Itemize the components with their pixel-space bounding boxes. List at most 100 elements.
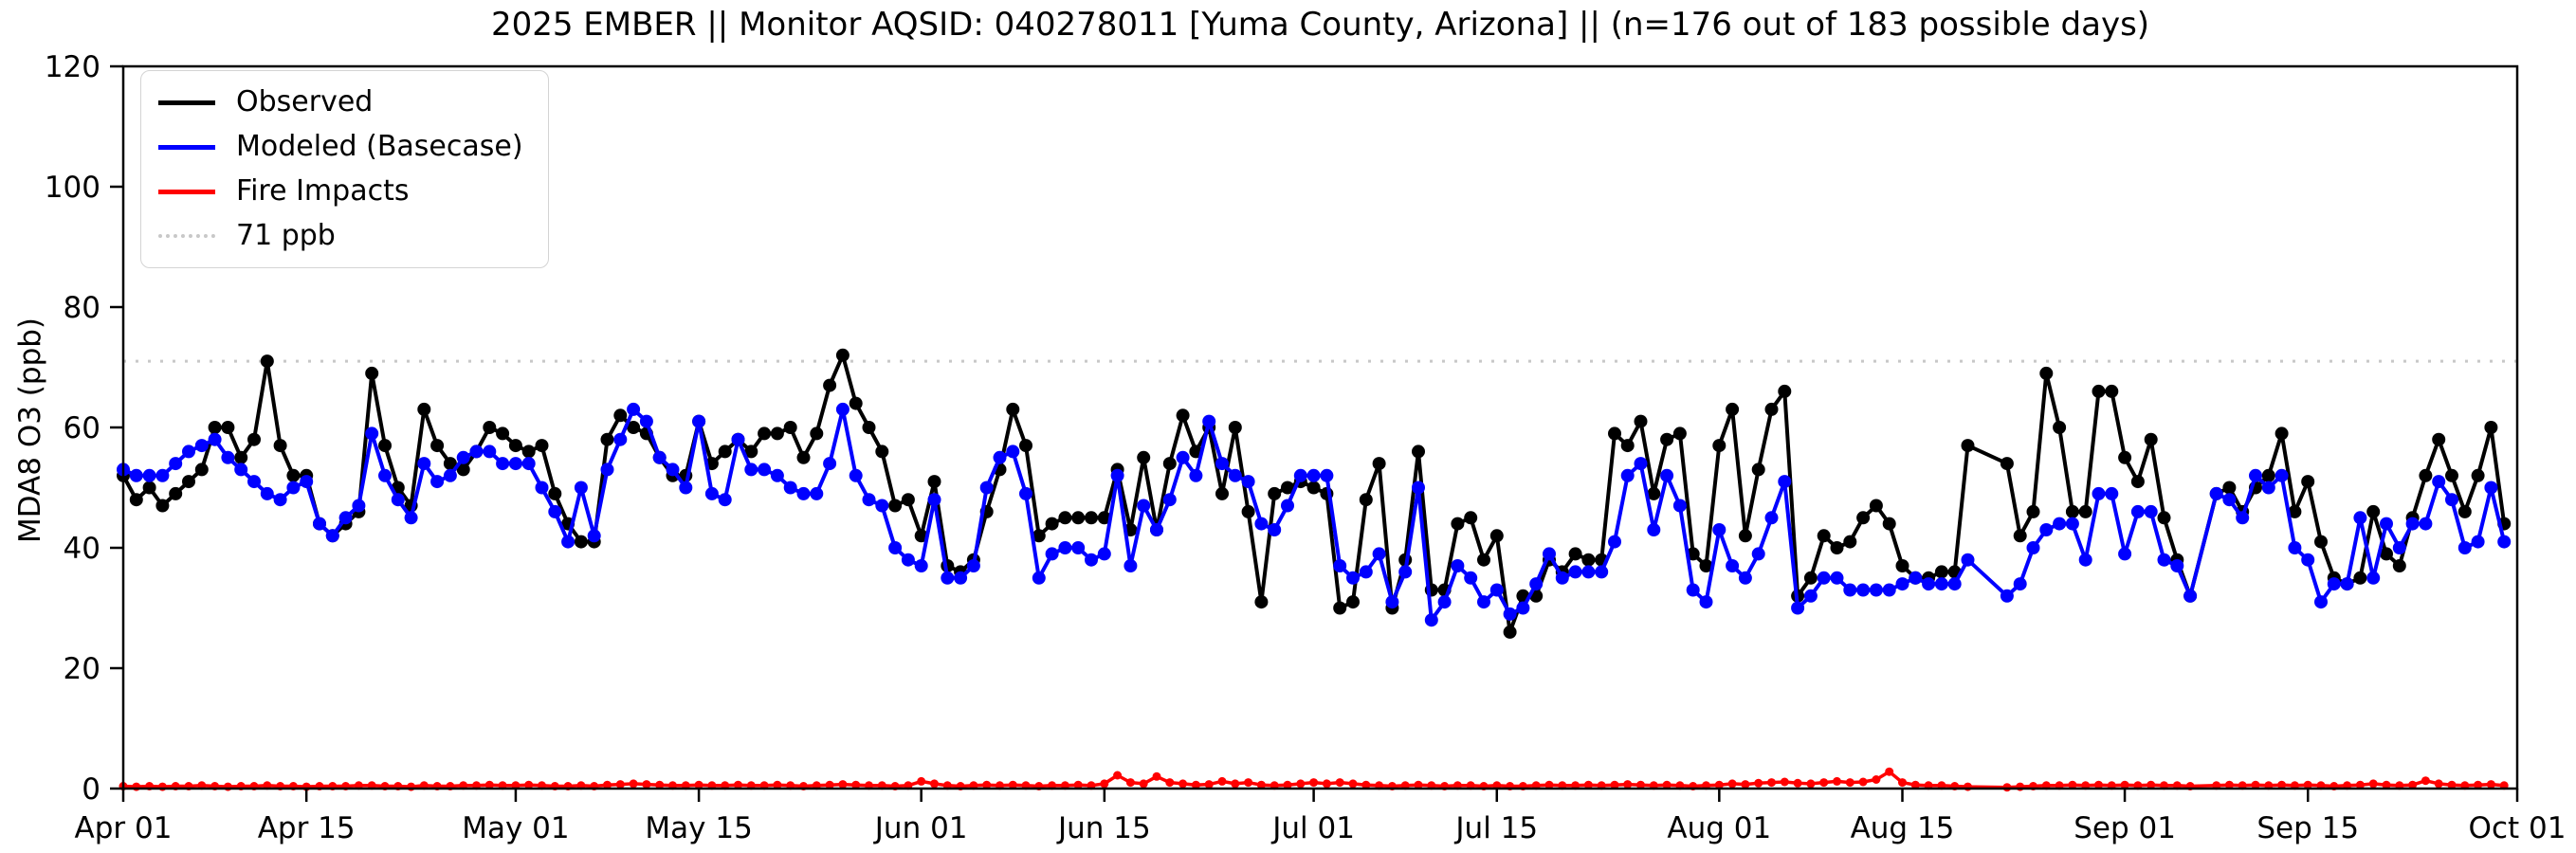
data-point-marker (1073, 780, 1083, 789)
data-point-marker (1385, 595, 1399, 609)
data-point-marker (692, 414, 706, 428)
data-point-marker (1819, 778, 1829, 788)
data-point-marker (835, 348, 850, 362)
data-point-marker (2484, 481, 2498, 495)
data-point-marker (2026, 504, 2040, 518)
data-point-marker (496, 426, 510, 441)
data-point-marker (1006, 445, 1020, 459)
data-point-marker (1581, 553, 1596, 567)
data-point-marker (378, 439, 392, 453)
data-point-marker (535, 481, 549, 495)
data-point-marker (404, 511, 418, 525)
data-point-marker (1165, 778, 1175, 788)
data-point-marker (1464, 571, 1478, 585)
data-point-marker (2092, 384, 2106, 398)
data-point-marker (1281, 499, 1294, 513)
data-point-marker (613, 432, 628, 446)
data-point-marker (639, 414, 653, 428)
data-point-marker (2421, 776, 2430, 786)
data-point-marker (1125, 778, 1135, 788)
y-tick-label: 80 (64, 291, 100, 325)
data-point-marker (221, 450, 235, 464)
data-point-marker (483, 421, 497, 434)
data-point-marker (1241, 475, 1255, 489)
data-point-marker (1961, 553, 1975, 567)
data-point-marker (1215, 457, 1229, 471)
x-tick-label: Sep 15 (2256, 811, 2359, 845)
data-point-marker (1934, 577, 1948, 591)
data-point-marker (679, 481, 693, 495)
data-point-marker (1806, 779, 1816, 789)
data-point-marker (1281, 481, 1294, 495)
data-point-marker (2392, 541, 2406, 554)
x-tick-label: Sep 01 (2074, 811, 2176, 845)
data-point-marker (917, 776, 926, 786)
data-point-marker (2130, 504, 2145, 518)
data-point-marker (1672, 499, 1687, 513)
data-point-marker (875, 445, 889, 459)
data-point-marker (2094, 780, 2103, 789)
x-tick-label: Aug 15 (1851, 811, 1955, 845)
data-point-marker (2130, 475, 2145, 489)
data-point-marker (338, 511, 353, 525)
data-point-marker (2275, 468, 2289, 482)
data-point-marker (1647, 486, 1661, 500)
x-tick-label: Apr 01 (75, 811, 173, 845)
data-point-marker (1268, 486, 1282, 500)
series-modeled-basecase- (117, 402, 2512, 627)
data-point-marker (694, 780, 703, 789)
data-point-marker (1296, 779, 1306, 789)
data-point-marker (524, 780, 534, 789)
data-point-marker (286, 468, 301, 482)
data-point-marker (2405, 517, 2420, 531)
data-point-marker (365, 366, 379, 380)
data-point-marker (1008, 780, 1017, 789)
data-point-marker (2288, 504, 2302, 518)
data-point-marker (1738, 571, 1752, 585)
data-point-marker (823, 378, 837, 392)
data-point-marker (1283, 780, 1292, 789)
data-point-marker (2288, 541, 2302, 554)
data-point-marker (365, 426, 379, 441)
data-point-marker (548, 486, 562, 500)
data-point-marker (1085, 511, 1098, 525)
data-point-marker (234, 450, 248, 464)
data-point-marker (758, 426, 772, 441)
data-point-marker (993, 450, 1007, 464)
data-point-marker (1306, 481, 1321, 495)
data-point-marker (783, 421, 797, 434)
data-point-marker (2013, 577, 2027, 591)
data-point-marker (1608, 426, 1621, 441)
data-point-marker (182, 445, 195, 459)
data-point-marker (862, 421, 876, 434)
data-point-marker (2457, 504, 2472, 518)
legend-label-fire: Fire Impacts (236, 174, 410, 208)
data-point-marker (1189, 468, 1203, 482)
data-point-marker (758, 463, 772, 477)
data-point-marker (2474, 780, 2483, 789)
data-point-marker (927, 475, 941, 489)
data-point-marker (2301, 553, 2315, 567)
data-point-marker (629, 779, 638, 789)
data-point-marker (849, 468, 863, 482)
data-point-marker (1293, 468, 1307, 482)
data-point-marker (1817, 529, 1831, 543)
data-point-marker (2105, 384, 2119, 398)
data-point-marker (1843, 535, 1857, 549)
data-point-marker (770, 468, 784, 482)
data-point-marker (600, 463, 614, 477)
data-point-marker (2144, 504, 2158, 518)
data-point-marker (1085, 553, 1098, 567)
x-tick-label: Jul 15 (1453, 811, 1538, 845)
data-point-marker (1006, 402, 1020, 416)
data-point-marker (430, 439, 445, 453)
data-point-marker (2236, 511, 2250, 525)
data-point-marker (1032, 571, 1046, 585)
data-point-marker (1137, 450, 1151, 464)
data-point-marker (744, 463, 758, 477)
legend-row-observed: Observed (158, 84, 523, 120)
data-point-marker (1451, 559, 1465, 572)
data-point-marker (496, 457, 510, 471)
data-point-marker (1489, 583, 1504, 597)
